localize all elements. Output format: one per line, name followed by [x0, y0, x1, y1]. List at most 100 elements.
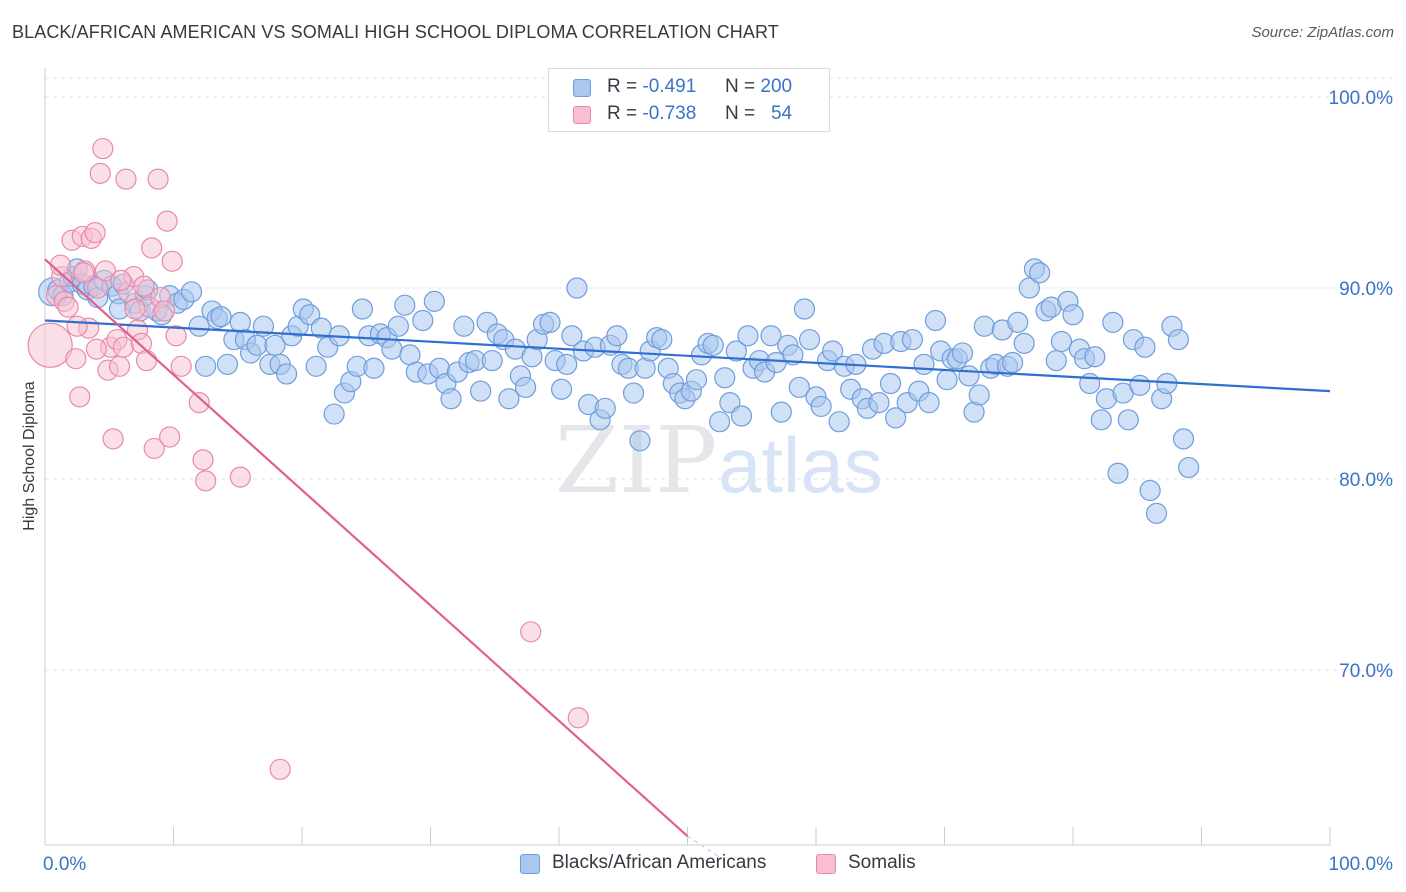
- data-point: [968, 384, 990, 406]
- data-point: [188, 315, 210, 337]
- bottom-legend: Blacks/African Americans Somalis: [0, 852, 1406, 878]
- data-point: [112, 336, 134, 358]
- data-point: [709, 411, 731, 433]
- data-point: [1139, 479, 1161, 502]
- data-point: [229, 466, 251, 488]
- bottom-legend-label-somalis: Somalis: [848, 852, 916, 873]
- data-point: [901, 328, 923, 351]
- data-point: [453, 315, 475, 337]
- bottom-legend-label-blacks: Blacks/African Americans: [552, 852, 767, 873]
- data-point: [69, 386, 91, 408]
- data-point: [1129, 374, 1151, 397]
- data-point: [567, 707, 589, 729]
- data-point: [84, 222, 106, 244]
- legend-r-label: R =: [607, 76, 638, 97]
- axes: [44, 68, 1331, 846]
- data-point: [269, 758, 291, 780]
- data-point: [594, 397, 616, 419]
- data-point: [423, 290, 445, 312]
- data-point: [973, 315, 995, 337]
- data-point: [1107, 462, 1129, 484]
- data-point: [275, 363, 298, 385]
- data-point: [606, 325, 628, 347]
- legend-r-value: -0.738: [642, 103, 697, 124]
- y-tick-label: 90.0%: [1339, 279, 1393, 300]
- data-point: [310, 317, 332, 339]
- data-point: [714, 367, 736, 389]
- data-point: [165, 325, 187, 347]
- data-point: [195, 470, 217, 492]
- data-point: [153, 300, 176, 322]
- data-point: [1084, 346, 1106, 368]
- legend-r-value: -0.491: [642, 76, 697, 97]
- data-point: [924, 309, 947, 332]
- data-point: [195, 355, 217, 377]
- data-point: [89, 162, 111, 184]
- data-point: [719, 392, 741, 414]
- data-point: [958, 365, 980, 387]
- watermark-zip: ZIP: [555, 407, 717, 514]
- data-point: [192, 449, 214, 471]
- data-point: [188, 392, 210, 414]
- data-point: [730, 405, 753, 427]
- legend-box: R = -0.491 N = 200 R = -0.738 N = 54: [548, 68, 830, 132]
- data-point: [1013, 332, 1035, 354]
- data-point: [868, 392, 890, 414]
- data-point: [147, 168, 169, 190]
- data-point: [1007, 311, 1029, 333]
- data-point: [725, 340, 747, 362]
- data-point: [481, 349, 503, 372]
- data-point: [1028, 262, 1051, 284]
- data-point: [737, 325, 759, 347]
- data-point: [561, 325, 583, 347]
- data-point: [27, 322, 73, 368]
- data-point: [246, 334, 268, 356]
- data-point: [110, 269, 132, 291]
- data-point: [124, 298, 146, 320]
- legend-r-label: R =: [607, 103, 638, 124]
- legend-n-label: N =: [725, 76, 756, 97]
- data-point: [702, 334, 724, 356]
- data-point: [788, 376, 810, 398]
- data-point: [918, 392, 940, 414]
- source-label: Source: ZipAtlas.com: [1251, 24, 1394, 41]
- data-point: [440, 388, 462, 410]
- data-point: [913, 353, 935, 375]
- data-point: [1102, 311, 1124, 333]
- data-point: [770, 401, 792, 423]
- data-point: [622, 382, 645, 404]
- chart-title: BLACK/AFRICAN AMERICAN VS SOMALI HIGH SC…: [12, 22, 779, 42]
- data-point: [1045, 349, 1067, 372]
- trend-line-extension: [687, 835, 720, 858]
- data-point: [1117, 409, 1139, 431]
- data-point: [323, 403, 345, 425]
- trend-lines: [44, 258, 1331, 858]
- legend-swatch-somalis: [573, 106, 591, 124]
- data-point: [885, 407, 907, 429]
- data-point: [470, 380, 492, 402]
- data-point: [651, 328, 673, 351]
- data-point: [305, 355, 327, 377]
- watermark-atlas: atlas: [718, 421, 883, 509]
- trend-line-blacks: [44, 319, 1331, 393]
- data-point: [210, 306, 232, 328]
- legend-n-label: N =: [725, 103, 756, 124]
- data-point: [143, 437, 165, 460]
- data-point: [299, 304, 321, 326]
- data-point: [387, 315, 409, 337]
- data-point: [94, 260, 116, 282]
- data-point: [115, 168, 137, 190]
- data-point: [828, 411, 850, 433]
- data-point: [520, 621, 542, 643]
- data-point: [539, 311, 561, 333]
- data-point: [363, 357, 385, 379]
- data-point: [1134, 336, 1156, 358]
- data-point: [159, 426, 181, 448]
- data-point: [1145, 502, 1168, 524]
- data-point: [1050, 330, 1073, 353]
- data-point: [72, 262, 95, 284]
- data-point: [161, 250, 183, 272]
- x-tick-label: 0.0%: [43, 854, 86, 875]
- data-point: [566, 277, 588, 299]
